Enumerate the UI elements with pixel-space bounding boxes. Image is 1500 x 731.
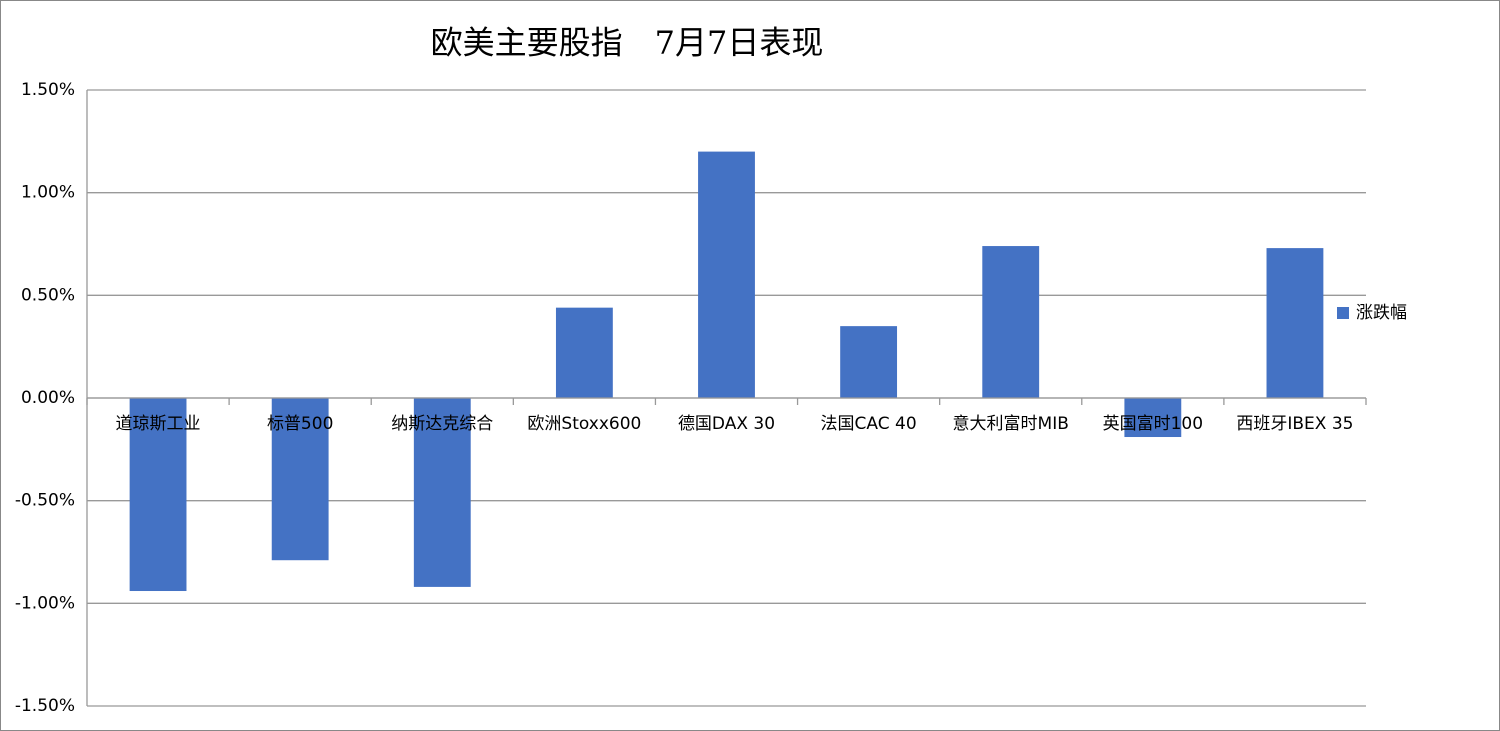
bar bbox=[413, 398, 471, 587]
x-tick-label: 意大利富时MIB bbox=[953, 414, 1069, 434]
x-tick-label: 德国DAX 30 bbox=[678, 414, 775, 434]
legend-swatch bbox=[1337, 307, 1349, 319]
x-tick-label: 纳斯达克综合 bbox=[391, 414, 493, 434]
y-tick-label: -1.00% bbox=[15, 593, 75, 613]
y-tick-label: 0.50% bbox=[21, 285, 75, 305]
bar bbox=[1266, 248, 1324, 398]
x-tick-label: 欧洲Stoxx600 bbox=[527, 414, 641, 434]
y-tick-label: 1.50% bbox=[21, 80, 75, 100]
x-tick-label: 英国富时100 bbox=[1103, 414, 1203, 434]
x-tick-label: 标普500 bbox=[267, 414, 333, 434]
y-tick-label: -1.50% bbox=[15, 696, 75, 716]
legend-label: 涨跌幅 bbox=[1356, 303, 1407, 323]
x-tick-label: 道琼斯工业 bbox=[116, 414, 201, 434]
bar bbox=[698, 151, 755, 398]
bar bbox=[982, 246, 1040, 398]
x-tick-label: 法国CAC 40 bbox=[821, 414, 917, 434]
bar bbox=[271, 398, 329, 561]
y-tick-label: 1.00% bbox=[21, 183, 75, 203]
y-tick-label: -0.50% bbox=[15, 491, 75, 511]
bar bbox=[1124, 398, 1182, 438]
bar bbox=[840, 326, 898, 398]
chart-title: 欧美主要股指 7月7日表现 bbox=[431, 24, 824, 62]
y-tick-label: 0.00% bbox=[21, 388, 75, 408]
bar bbox=[129, 398, 187, 592]
x-tick-label: 西班牙IBEX 35 bbox=[1236, 414, 1353, 434]
bar bbox=[555, 307, 613, 398]
